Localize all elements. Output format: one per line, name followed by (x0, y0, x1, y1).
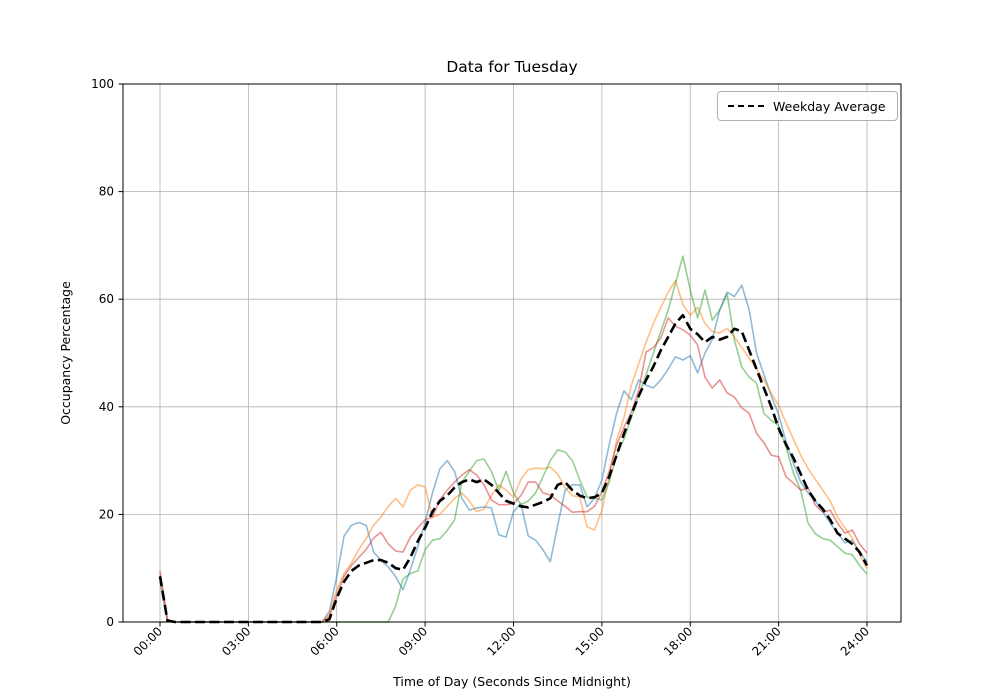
x-tick-label: 09:00 (396, 624, 430, 658)
x-tick-label: 00:00 (131, 624, 165, 658)
chart-title: Data for Tuesday (446, 58, 577, 76)
axis-tick-marks (118, 83, 868, 627)
y-tick-labels: 0 20 40 60 80 100 (91, 77, 114, 629)
legend: Weekday Average (717, 91, 898, 121)
x-tick-label: 06:00 (308, 624, 342, 658)
y-tick-label: 0 (106, 615, 114, 629)
x-tick-label: 24:00 (838, 624, 872, 658)
x-tick-label: 12:00 (484, 624, 518, 658)
grid (123, 83, 901, 623)
y-tick-label: 20 (99, 507, 114, 521)
x-tick-labels: 00:00 03:00 06:00 09:00 12:00 15:00 18:00 21:00… (131, 624, 872, 658)
plot-border (122, 83, 902, 623)
x-tick-label: 18:00 (661, 624, 695, 658)
y-tick-label: 60 (99, 292, 114, 306)
legend-dashed-line-sample (728, 105, 764, 107)
y-axis-label: Occupancy Percentage (58, 281, 73, 425)
x-axis-label: Time of Day (Seconds Since Midnight) (392, 674, 631, 689)
x-tick-label: 15:00 (573, 624, 607, 658)
x-tick-label: 03:00 (219, 624, 253, 658)
y-tick-label: 80 (99, 185, 114, 199)
y-tick-label: 40 (99, 400, 114, 414)
y-tick-label: 100 (91, 77, 114, 91)
x-tick-label: 21:00 (749, 624, 783, 658)
legend-label: Weekday Average (773, 98, 886, 114)
series-line-Weekday Average (158, 313, 869, 624)
